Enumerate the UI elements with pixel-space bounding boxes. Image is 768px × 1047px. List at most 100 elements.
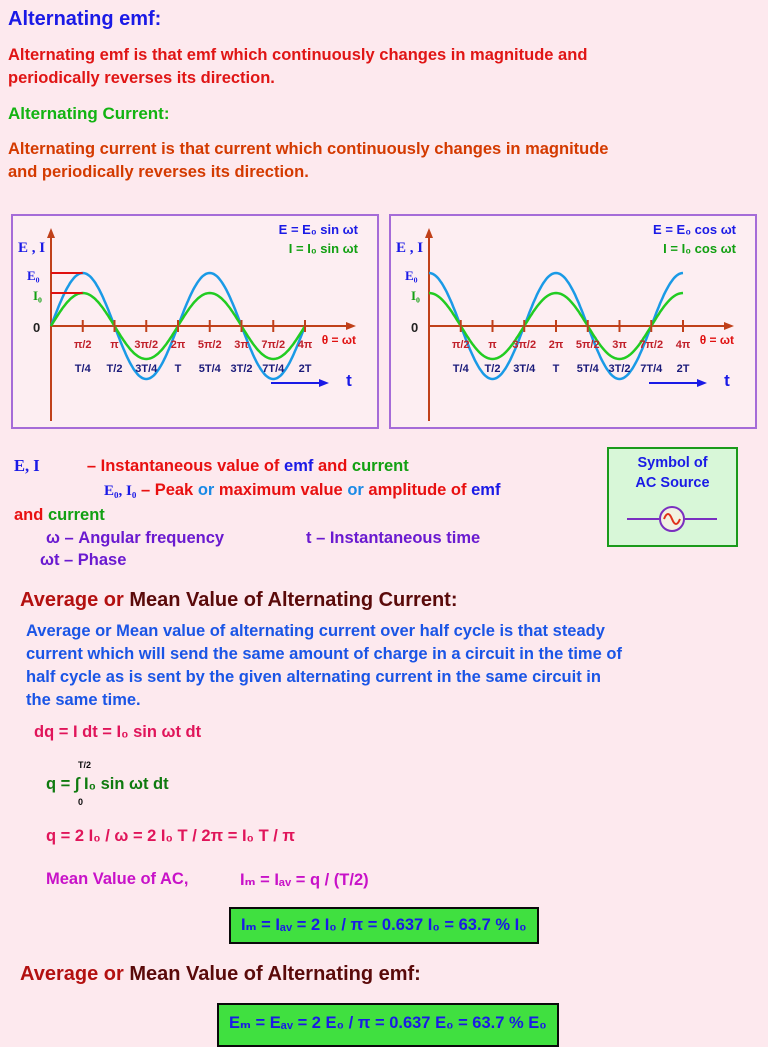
ac-source-symbol-box: Symbol of AC Source	[607, 447, 738, 547]
t-label: 3T/2	[230, 363, 252, 375]
i0-label: I₀	[33, 288, 42, 303]
ac-source-icon	[627, 506, 717, 532]
mean-current-result-box: Iₘ = Iₐᵥ = 2 I₀ / π = 0.637 I₀ = 63.7 % …	[229, 907, 539, 944]
theta-label: 4π	[298, 339, 313, 351]
integral-lower-limit: 0	[78, 797, 84, 807]
theta-label: 3π/2	[134, 339, 158, 351]
equation-emf: E = E₀ cos ωt	[653, 222, 737, 237]
t-label: 7T/4	[262, 363, 285, 375]
x-axis-arrow	[724, 322, 734, 330]
legend-peak-amp: amplitude of	[368, 481, 467, 499]
mean-value-equation: Iₘ = Iₐᵥ = q / (T/2)	[240, 871, 369, 889]
avg-paragraph-line3: half cycle as is sent by the given alter…	[26, 668, 601, 686]
cos-graph: π/2 π 3π/2 2π 5π/2 3π 7π/2 4π T/4 T/2 3T/4 T 5T/4 3T/…	[396, 222, 737, 421]
t-axis-label: t	[346, 371, 352, 390]
heading-avg-current-a: Average or	[20, 589, 130, 611]
theta-label: π	[488, 339, 497, 351]
origin-label: 0	[33, 320, 40, 335]
y-axis-arrow	[425, 228, 433, 238]
t-axis-arrow	[697, 379, 707, 387]
t-label: 3T/4	[513, 363, 536, 375]
legend-time: t – Instantaneous time	[306, 529, 481, 547]
theta-label: 5π/2	[198, 339, 222, 351]
theta-label: 7π/2	[639, 339, 663, 351]
legend-peak-or2: or	[347, 481, 364, 499]
e0-label: E₀	[405, 268, 418, 283]
legend-peak-cont: and current	[14, 506, 105, 525]
heading-alternating-current: Alternating Current:	[8, 104, 170, 123]
t-label: T/4	[453, 363, 470, 375]
avg-paragraph: Average or Mean value of alternating cur…	[26, 620, 622, 712]
symbol-ei: E, I	[14, 456, 40, 475]
theta-label: 3π	[234, 339, 249, 351]
theta-axis-label: θ = ωt	[322, 333, 356, 347]
origin-label: 0	[411, 320, 418, 335]
theta-label: 2π	[549, 339, 564, 351]
equation-q-integral: q = ∫ I₀ sin ωt dt	[46, 775, 169, 793]
avg-paragraph-line4: the same time.	[26, 691, 141, 709]
y-axis-label: E , I	[18, 240, 45, 256]
theta-label: 3π	[612, 339, 627, 351]
theta-label: π	[110, 339, 119, 351]
legend-inst-current: current	[351, 457, 409, 475]
t-label: 2T	[677, 363, 690, 375]
heading-avg-current-b: Mean Value of Alternating Current:	[129, 589, 458, 611]
mean-value-label: Mean Value of AC,	[46, 870, 189, 888]
mean-emf-result-box: Eₘ = Eₐᵥ = 2 E₀ / π = 0.637 E₀ = 63.7 % …	[217, 1003, 559, 1047]
legend-peak-or1: or	[197, 481, 215, 499]
legend-inst-and: and	[317, 457, 348, 475]
equation-current: I = I₀ cos ωt	[663, 241, 737, 256]
graph-panel-cos: π/2 π 3π/2 2π 5π/2 3π 7π/2 4π T/4 T/2 3T/4 T 5T/4 3T/…	[389, 214, 757, 429]
theta-label: π/2	[452, 339, 470, 351]
current-curve	[428, 291, 684, 361]
t-label: 3T/4	[135, 363, 158, 375]
integral-upper-limit: T/2	[78, 760, 92, 770]
heading-average-emf: Average or Mean Value of Alternating emf…	[20, 963, 421, 986]
y-axis-arrow	[47, 228, 55, 238]
t-label: 2T	[299, 363, 312, 375]
heading-alternating-emf: Alternating emf:	[8, 8, 162, 30]
symbol-label-line1: Symbol of	[637, 455, 708, 471]
emf-curve	[428, 271, 684, 381]
legend-peak-text: – Peak	[140, 481, 194, 499]
t-label: T/2	[107, 363, 123, 375]
sin-graph: π/2 π 3π/2 2π 5π/2 3π 7π/2 4π T/4 T/2 3T/4 T 5T/4 3T/…	[18, 222, 359, 421]
avg-paragraph-line1: Average or Mean value of alternating cur…	[26, 622, 605, 640]
t-label: 3T/2	[608, 363, 630, 375]
x-axis-arrow	[346, 322, 356, 330]
t-label: T	[175, 363, 182, 375]
t-label: T	[553, 363, 560, 375]
current-definition-line1: Alternating current is that current whic…	[8, 140, 609, 158]
theta-label: 3π/2	[512, 339, 536, 351]
legend-omega: ω – Angular frequency	[46, 529, 225, 547]
heading-avg-emf-a: Average or	[20, 963, 130, 985]
theta-axis-label: θ = ωt	[700, 333, 734, 347]
equation-current: I = I₀ sin ωt	[289, 241, 359, 256]
heading-avg-emf-b: Mean Value of Alternating emf:	[129, 963, 421, 985]
symbol-e0-i0: E₀, I₀	[104, 483, 137, 499]
legend-and2: and	[14, 506, 44, 524]
equation-q-result: q = 2 I₀ / ω = 2 I₀ T / 2π = I₀ T / π	[46, 827, 296, 845]
t-label: 5T/4	[577, 363, 600, 375]
legend-peak-emf: emf	[471, 481, 501, 499]
theta-label: 2π	[171, 339, 186, 351]
heading-average-current: Average or Mean Value of Alternating Cur…	[20, 589, 458, 612]
avg-paragraph-line2: current which will send the same amount …	[26, 645, 622, 663]
current-definition-line2: and periodically reverses its direction.	[8, 163, 309, 181]
t-label: 7T/4	[640, 363, 663, 375]
legend-phase: ωt – Phase	[40, 551, 127, 569]
symbol-label-line2: AC Source	[635, 475, 710, 491]
equation-emf: E = E₀ sin ωt	[279, 222, 359, 237]
t-label: T/4	[75, 363, 92, 375]
legend-instantaneous: E, I – Instantaneous value of emf and cu…	[14, 456, 409, 476]
emf-definition-line2: periodically reverses its direction.	[8, 69, 275, 87]
equation-dq: dq = I dt = I₀ sin ωt dt	[34, 723, 202, 741]
theta-label: 5π/2	[576, 339, 600, 351]
legend-peak-max: maximum value	[218, 481, 343, 499]
t-label: 5T/4	[199, 363, 222, 375]
i0-label: I₀	[411, 288, 420, 303]
legend-current2: current	[47, 506, 105, 524]
t-axis-label: t	[724, 371, 730, 390]
theta-label: π/2	[74, 339, 92, 351]
t-axis-arrow	[319, 379, 329, 387]
